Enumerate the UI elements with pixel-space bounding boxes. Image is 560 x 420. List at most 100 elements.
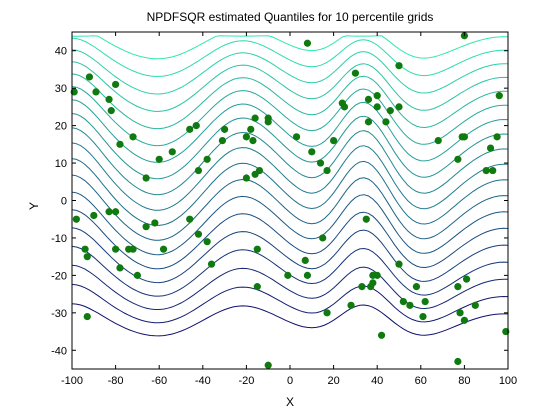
contour-line (71, 227, 509, 284)
data-point (83, 253, 91, 261)
contour-line (71, 49, 509, 95)
data-point (168, 148, 176, 156)
data-point (251, 170, 259, 178)
contour-lines (71, 35, 509, 337)
data-point (421, 298, 429, 306)
x-tick-label: -40 (195, 375, 211, 387)
data-point (90, 211, 98, 220)
data-point (264, 361, 272, 369)
data-point (186, 215, 194, 223)
x-tick-label: -20 (238, 375, 254, 387)
y-tick-label: -30 (51, 308, 67, 320)
data-point (105, 208, 113, 216)
x-axis-label: X (286, 395, 294, 409)
data-point (107, 107, 115, 115)
contour-line (71, 127, 509, 196)
x-tick-label: 80 (458, 375, 470, 387)
data-point (292, 133, 301, 141)
data-point (364, 118, 373, 126)
data-point (462, 275, 471, 283)
data-point (323, 166, 331, 175)
contour-line (72, 35, 508, 60)
data-point (221, 125, 229, 133)
data-point (319, 234, 327, 242)
y-tick-label: 10 (55, 158, 67, 170)
y-axis: -40 -30 -20 -10 0 10 20 30 40 (51, 46, 508, 357)
y-tick-label: 30 (55, 83, 67, 95)
x-tick-label: 40 (371, 375, 383, 387)
data-point (456, 309, 464, 317)
data-point (308, 148, 316, 156)
data-point (406, 301, 414, 309)
contour-line (71, 209, 509, 270)
data-point (253, 245, 261, 253)
data-point (340, 103, 349, 111)
data-point (303, 39, 312, 47)
data-points (70, 32, 510, 369)
data-point (347, 301, 355, 309)
data-point (194, 166, 203, 175)
x-tick-label: -100 (61, 375, 83, 387)
data-point (81, 245, 89, 253)
data-point (373, 92, 381, 100)
x-tick-label: 20 (327, 375, 339, 387)
data-point (92, 88, 100, 96)
data-point (251, 114, 259, 122)
x-axis: -100 -80 -60 -40 -20 0 20 40 60 80 100 (61, 32, 517, 387)
contour-line (71, 61, 509, 112)
data-point (116, 140, 124, 148)
data-point (419, 312, 427, 321)
data-point (471, 301, 479, 309)
data-point (486, 144, 495, 152)
data-point (454, 357, 462, 366)
data-point (155, 155, 163, 163)
data-point (434, 136, 442, 145)
data-point (112, 208, 120, 216)
data-point (367, 283, 375, 291)
data-point (301, 256, 309, 265)
data-point (151, 219, 159, 227)
data-point (112, 245, 120, 253)
data-point (242, 174, 250, 182)
data-point (284, 271, 292, 279)
data-point (72, 215, 80, 223)
data-point (142, 174, 150, 182)
data-point (316, 159, 325, 167)
data-point (264, 114, 272, 122)
y-tick-label: 40 (55, 46, 67, 58)
data-point (489, 166, 497, 175)
data-point (412, 283, 421, 291)
contour-line (71, 283, 509, 324)
data-point (192, 122, 200, 130)
data-point (399, 298, 407, 306)
y-tick-label: 20 (55, 121, 67, 133)
data-point (203, 238, 211, 246)
data-point (129, 133, 137, 141)
data-point (142, 223, 150, 231)
data-point (454, 283, 462, 291)
data-point (207, 260, 216, 268)
y-tick-label: 0 (61, 196, 67, 208)
x-tick-label: 60 (415, 375, 427, 387)
data-point (395, 260, 403, 268)
data-point (377, 331, 386, 339)
chart-title: NPDFSQR estimated Quantiles for 10 perce… (147, 10, 434, 24)
data-point (242, 133, 250, 141)
data-point (133, 271, 141, 279)
data-point (83, 312, 91, 321)
data-point (253, 283, 261, 291)
data-point (364, 95, 373, 103)
data-point (362, 215, 370, 223)
contour-line (71, 142, 509, 211)
data-point (373, 103, 381, 111)
contour-line (71, 303, 508, 337)
contour-line (71, 174, 509, 241)
x-tick-label: -60 (151, 375, 167, 387)
data-point (116, 264, 124, 272)
data-point (194, 230, 203, 238)
data-point (249, 136, 257, 145)
y-axis-label: Y (27, 202, 41, 210)
x-tick-label: 100 (499, 375, 517, 387)
data-point (323, 309, 331, 317)
